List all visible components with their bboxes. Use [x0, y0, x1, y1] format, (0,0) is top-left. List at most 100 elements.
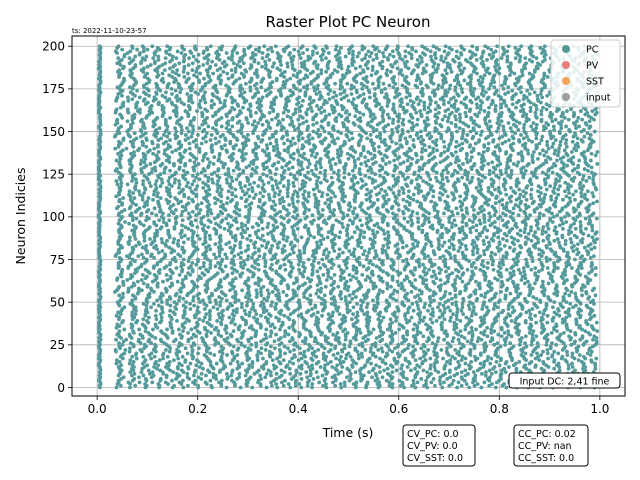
- spike-point: [581, 174, 586, 178]
- spike-point: [350, 358, 355, 363]
- spike-point: [301, 179, 305, 183]
- spike-point: [201, 264, 206, 269]
- spike-point: [275, 185, 280, 190]
- spike-point: [184, 300, 188, 305]
- spike-point: [355, 301, 359, 306]
- spike-point: [587, 203, 592, 207]
- spike-point: [353, 295, 358, 299]
- spike-point: [364, 295, 369, 299]
- spike-point: [518, 312, 523, 317]
- spike-point: [521, 346, 526, 351]
- spike-point: [390, 274, 395, 279]
- spike-point: [443, 371, 448, 376]
- spike-point: [529, 250, 533, 255]
- spike-point: [560, 233, 565, 238]
- spike-point: [303, 209, 307, 214]
- spike-point: [258, 373, 262, 378]
- spike-point: [167, 182, 172, 187]
- spike-point: [199, 377, 204, 381]
- spike-point: [202, 353, 207, 357]
- spike-point: [180, 223, 184, 228]
- spike-point: [592, 334, 597, 339]
- spike-point: [471, 225, 475, 229]
- spike-point: [487, 218, 491, 223]
- spike-point: [131, 293, 135, 298]
- spike-point: [383, 249, 388, 253]
- spike-point: [480, 371, 484, 376]
- spike-point: [143, 228, 148, 233]
- spike-point: [572, 175, 577, 180]
- spike-point: [148, 184, 153, 189]
- spike-point: [312, 235, 316, 240]
- spike-point: [399, 366, 404, 371]
- spike-point: [449, 225, 454, 229]
- spike-point: [345, 288, 350, 293]
- spike-point: [182, 308, 187, 313]
- spike-point: [360, 208, 364, 212]
- spike-point: [496, 185, 501, 190]
- spike-point: [144, 218, 148, 223]
- spike-point: [289, 240, 294, 245]
- spike-point: [418, 310, 423, 315]
- spike-point: [351, 322, 356, 327]
- spike-point: [564, 286, 569, 291]
- spike-point: [160, 300, 164, 305]
- spike-point: [183, 274, 188, 279]
- spike-point: [413, 348, 418, 352]
- spike-point: [164, 348, 168, 352]
- spike-point: [591, 211, 596, 216]
- spike-point: [149, 286, 153, 291]
- spike-point: [177, 179, 181, 183]
- spike-point: [155, 247, 160, 252]
- spike-point: [233, 194, 238, 199]
- spike-point: [340, 365, 345, 369]
- spike-point: [162, 341, 167, 346]
- spike-point: [436, 245, 441, 250]
- spike-point: [197, 346, 201, 351]
- spike-point: [417, 296, 422, 301]
- spike-point: [311, 187, 316, 192]
- spike-point: [133, 383, 138, 388]
- spike-point: [245, 226, 250, 231]
- spike-point: [252, 315, 256, 320]
- spike-point: [397, 283, 401, 287]
- spike-point: [522, 269, 527, 274]
- spike-point: [264, 245, 269, 250]
- spike-point: [141, 223, 146, 228]
- spike-point: [479, 209, 484, 214]
- spike-point: [296, 194, 300, 199]
- spike-point: [332, 237, 336, 241]
- spike-point: [573, 197, 577, 202]
- spike-point: [186, 365, 190, 369]
- spike-point: [226, 189, 231, 194]
- spike-point: [510, 305, 515, 310]
- spike-point: [463, 361, 468, 366]
- spike-point: [525, 261, 529, 265]
- spike-point: [324, 385, 329, 390]
- spike-point: [317, 380, 322, 385]
- spike-point: [393, 310, 397, 315]
- spike-point: [295, 226, 300, 231]
- spike-point: [130, 313, 134, 318]
- spike-point: [160, 310, 165, 315]
- spike-point: [267, 196, 272, 200]
- spike-point: [193, 218, 198, 223]
- spike-point: [523, 334, 528, 339]
- spike-point: [337, 235, 342, 240]
- spike-point: [420, 228, 425, 233]
- spike-point: [319, 242, 324, 247]
- spike-point: [294, 276, 299, 281]
- spike-point: [122, 208, 127, 212]
- spike-point: [318, 266, 323, 270]
- spike-point: [242, 262, 247, 267]
- spike-point: [582, 245, 587, 250]
- spike-point: [273, 284, 278, 289]
- spike-point: [180, 245, 185, 250]
- spike-point: [418, 201, 423, 206]
- spike-point: [244, 191, 249, 195]
- spike-point: [322, 293, 327, 298]
- spike-point: [154, 228, 159, 233]
- spike-point: [527, 330, 532, 335]
- spike-point: [334, 377, 338, 381]
- spike-point: [252, 196, 256, 200]
